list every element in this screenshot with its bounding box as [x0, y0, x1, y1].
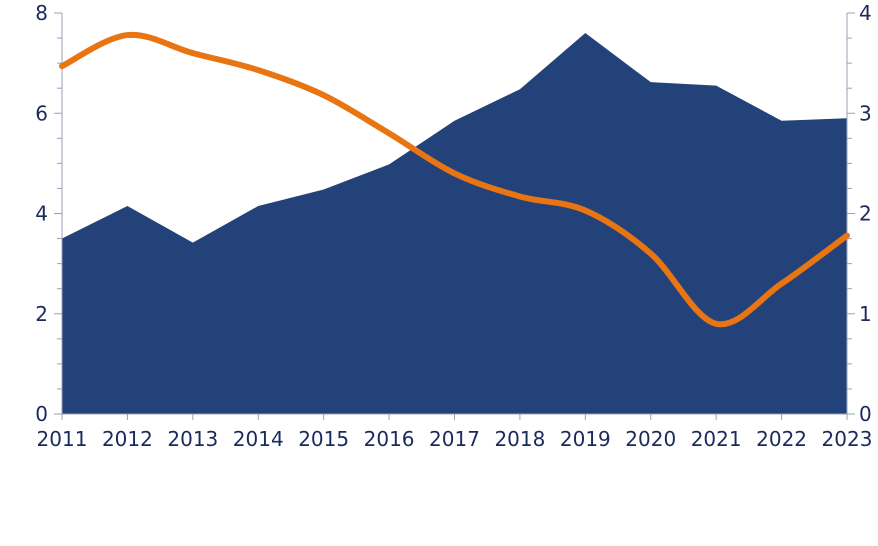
line-series — [59, 31, 850, 328]
y-left-tick-label: 8 — [35, 1, 48, 25]
y-right-tick-label: 0 — [859, 402, 872, 426]
y-right-tick-label: 1 — [859, 302, 872, 326]
line-series-layer — [59, 31, 850, 328]
x-tick-label: 2020 — [625, 427, 676, 451]
axes-layer — [54, 12, 855, 420]
area-series — [62, 33, 847, 415]
x-tick-label: 2012 — [102, 427, 153, 451]
area-series-layer — [62, 33, 847, 415]
x-tick-label: 2016 — [364, 427, 415, 451]
x-tick-label: 2013 — [167, 427, 218, 451]
x-tick-label: 2022 — [756, 427, 807, 451]
x-tick-label: 2017 — [429, 427, 480, 451]
y-right-tick-label: 2 — [859, 202, 872, 226]
x-tick-label: 2015 — [298, 427, 349, 451]
x-tick-label: 2019 — [560, 427, 611, 451]
y-left-tick-label: 0 — [35, 402, 48, 426]
x-tick-label: 2011 — [37, 427, 88, 451]
y-left-tick-label: 2 — [35, 302, 48, 326]
x-tick-label: 2021 — [691, 427, 742, 451]
y-left-tick-label: 4 — [35, 202, 48, 226]
x-tick-label: 2014 — [233, 427, 284, 451]
x-tick-label: 2023 — [822, 427, 873, 451]
y-right-tick-label: 3 — [859, 101, 872, 125]
y-left-tick-label: 6 — [35, 101, 48, 125]
x-tick-label: 2018 — [494, 427, 545, 451]
tick-labels-layer: 0 2 4 6 8 0 1 2 3 4 2011 2012 2013 2014 2015 2016 2017 20… — [35, 1, 872, 451]
y-right-tick-label: 4 — [859, 1, 872, 25]
